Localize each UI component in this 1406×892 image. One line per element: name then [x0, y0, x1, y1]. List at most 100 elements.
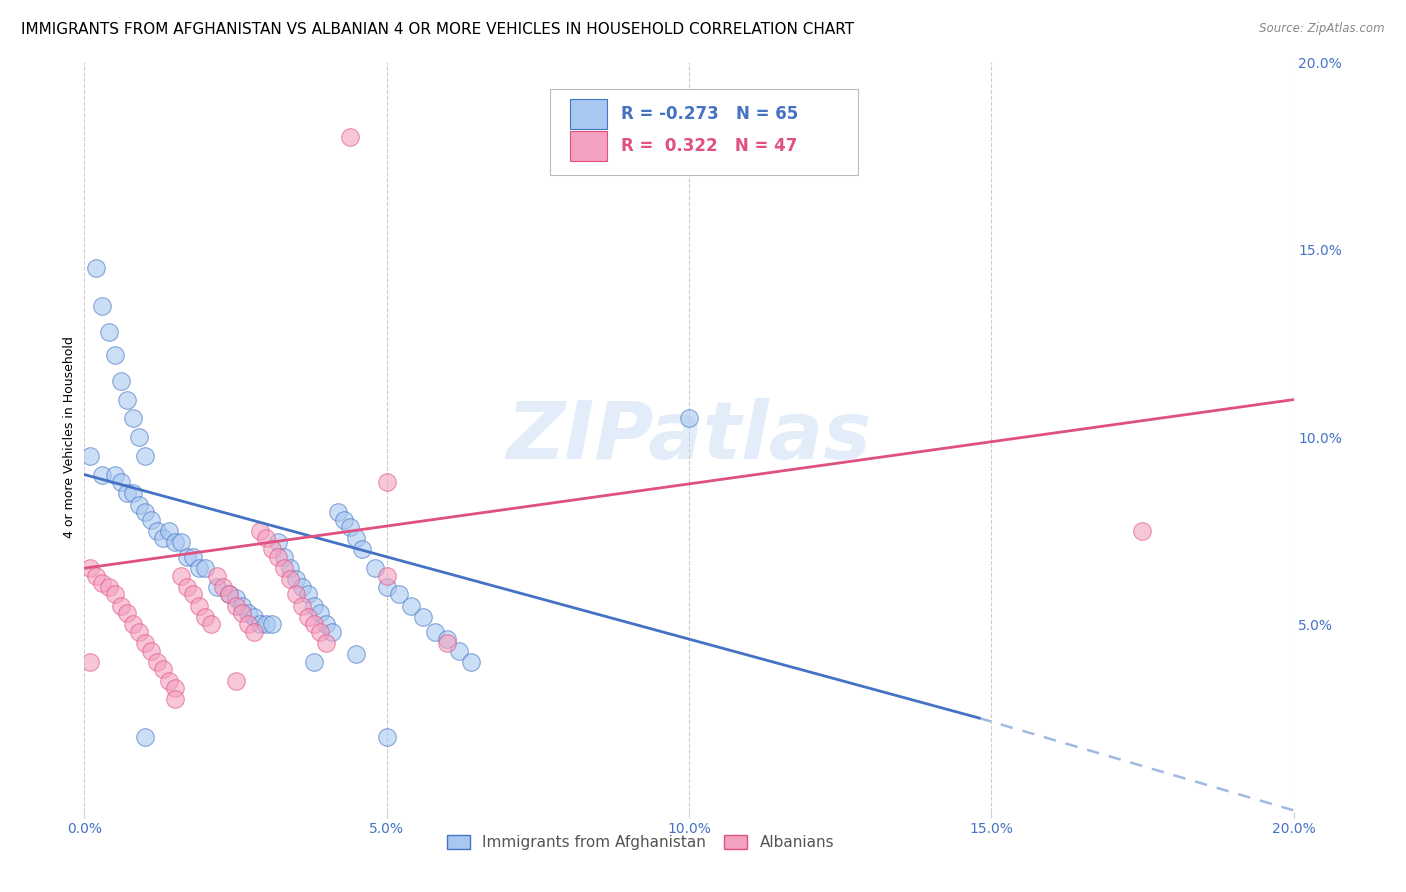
Point	[363, 561, 385, 575]
Point	[254, 617, 277, 632]
Point	[121, 411, 143, 425]
Point	[110, 599, 132, 613]
Point	[254, 531, 277, 545]
Point	[291, 599, 314, 613]
FancyBboxPatch shape	[550, 88, 858, 175]
Point	[200, 617, 222, 632]
Point	[309, 606, 332, 620]
Point	[91, 576, 114, 591]
Point	[152, 662, 174, 676]
Point	[104, 467, 127, 482]
Point	[165, 535, 187, 549]
Point	[399, 599, 422, 613]
Point	[273, 561, 295, 575]
Point	[121, 486, 143, 500]
Point	[176, 549, 198, 564]
Point	[170, 535, 193, 549]
Point	[128, 430, 150, 444]
Point	[91, 299, 114, 313]
Point	[207, 580, 229, 594]
Text: IMMIGRANTS FROM AFGHANISTAN VS ALBANIAN 4 OR MORE VEHICLES IN HOUSEHOLD CORRELAT: IMMIGRANTS FROM AFGHANISTAN VS ALBANIAN …	[21, 22, 855, 37]
Point	[97, 580, 120, 594]
Point	[315, 636, 337, 650]
Point	[194, 610, 217, 624]
Point	[315, 617, 337, 632]
Point	[134, 449, 156, 463]
Point	[412, 610, 434, 624]
Point	[128, 624, 150, 639]
Point	[436, 636, 458, 650]
Text: R = -0.273   N = 65: R = -0.273 N = 65	[621, 105, 799, 123]
Point	[194, 561, 217, 575]
Point	[291, 580, 314, 594]
Point	[128, 498, 150, 512]
Point	[236, 617, 259, 632]
Point	[423, 624, 446, 639]
Point	[328, 505, 350, 519]
Point	[346, 531, 368, 545]
Point	[302, 599, 325, 613]
Point	[152, 531, 174, 545]
Point	[86, 261, 108, 276]
Point	[91, 467, 114, 482]
Point	[678, 411, 700, 425]
Point	[86, 568, 108, 582]
Point	[225, 673, 247, 688]
Point	[181, 549, 204, 564]
Point	[79, 655, 101, 669]
Point	[225, 591, 247, 606]
Point	[260, 542, 283, 557]
Point	[104, 587, 127, 601]
Point	[333, 512, 356, 526]
Point	[302, 655, 325, 669]
Point	[352, 542, 374, 557]
Point	[285, 587, 308, 601]
Point	[134, 730, 156, 744]
Point	[146, 655, 169, 669]
Point	[157, 524, 180, 538]
Point	[225, 599, 247, 613]
Point	[388, 587, 411, 601]
Bar	[571, 99, 607, 129]
Point	[218, 587, 240, 601]
Point	[273, 549, 295, 564]
Point	[121, 617, 143, 632]
Point	[104, 348, 127, 362]
Point	[309, 624, 332, 639]
Point	[231, 606, 253, 620]
Point	[139, 643, 162, 657]
Point	[146, 524, 169, 538]
Point	[297, 587, 319, 601]
Point	[79, 561, 101, 575]
Point	[449, 643, 471, 657]
Point	[267, 549, 290, 564]
Point	[231, 599, 253, 613]
Point	[115, 392, 138, 407]
Point	[249, 617, 271, 632]
Text: ZIPatlas: ZIPatlas	[506, 398, 872, 476]
Point	[218, 587, 240, 601]
Point	[165, 681, 187, 695]
Point	[188, 599, 211, 613]
Point	[375, 580, 398, 594]
Point	[285, 573, 308, 587]
Point	[242, 624, 264, 639]
Point	[460, 655, 482, 669]
Point	[346, 648, 368, 662]
Point	[134, 636, 156, 650]
Point	[157, 673, 180, 688]
Point	[207, 568, 229, 582]
Point	[212, 580, 235, 594]
Point	[115, 486, 138, 500]
Point	[188, 561, 211, 575]
Text: R =  0.322   N = 47: R = 0.322 N = 47	[621, 136, 797, 154]
Point	[181, 587, 204, 601]
Point	[139, 512, 162, 526]
Point	[110, 374, 132, 388]
Point	[302, 617, 325, 632]
Point	[375, 568, 398, 582]
Point	[375, 730, 398, 744]
Point	[278, 573, 301, 587]
Point	[260, 617, 283, 632]
Point	[97, 325, 120, 339]
